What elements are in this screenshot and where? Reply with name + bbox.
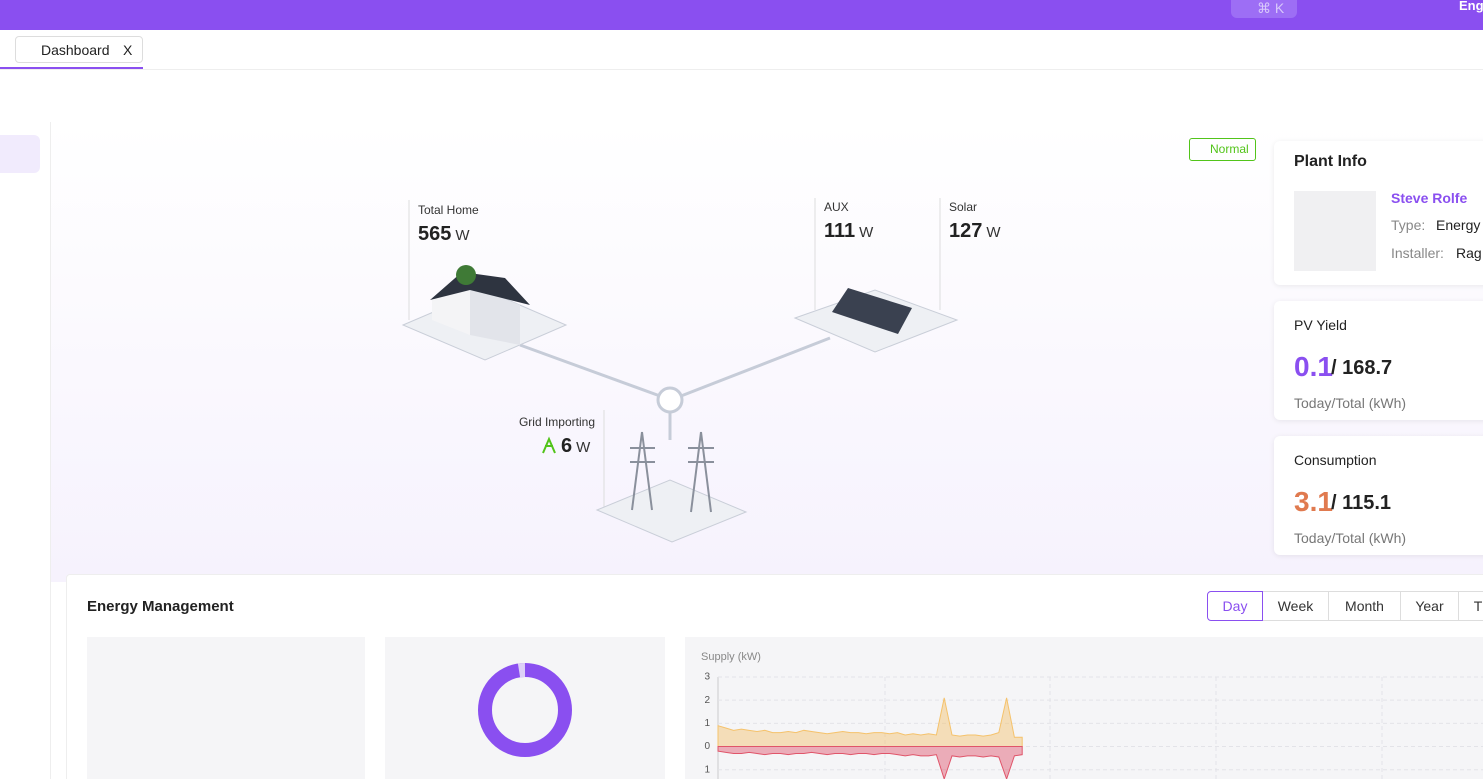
pv-yield-card: PV Yield 0.1 / 168.7 Today/Total (kWh) <box>1274 301 1483 420</box>
sub-panel <box>87 637 365 779</box>
period-tab[interactable]: Month <box>1328 591 1401 621</box>
grid-icon <box>542 436 556 454</box>
language[interactable]: Eng <box>1459 0 1483 13</box>
period-tab[interactable]: Week <box>1262 591 1329 621</box>
status-badge: Normal <box>1189 138 1256 161</box>
tab-close[interactable]: X <box>123 42 133 58</box>
area <box>717 697 1023 748</box>
tab-divider <box>0 69 1483 70</box>
card-title: Consumption <box>1294 452 1377 468</box>
image-placeholder <box>1294 191 1376 271</box>
unit: W <box>986 224 1001 241</box>
value: 127 <box>949 220 983 242</box>
donut-segment <box>517 663 526 678</box>
period-tab[interactable]: Year <box>1400 591 1459 621</box>
solar-panel <box>793 288 959 353</box>
plant-name[interactable]: Steve Rolfe <box>1391 190 1468 206</box>
sidebar <box>0 122 51 779</box>
type-value: Energy <box>1436 217 1481 233</box>
total: / 168.7 <box>1331 357 1393 379</box>
y-tick-label: 1 <box>704 764 710 775</box>
solar-label: Solar <box>949 200 978 214</box>
unit: W <box>455 227 470 244</box>
pylons <box>595 431 748 543</box>
today: 3.1 <box>1294 486 1333 517</box>
axis-label: Supply (kW) <box>701 651 761 663</box>
search-button[interactable]: ⌘ K <box>1231 0 1297 18</box>
installer-value: Rag <box>1456 245 1482 261</box>
type-label: Type: <box>1391 217 1426 233</box>
shortcut: ⌘ K <box>1257 0 1285 16</box>
aux-value: 111 W <box>824 220 873 243</box>
tab-underline <box>0 67 143 69</box>
flow-bg <box>51 122 1483 582</box>
y-tick-label: 2 <box>704 695 710 706</box>
tab-label: Dashboard <box>41 42 110 58</box>
unit: W <box>576 439 591 456</box>
aux-label: AUX <box>824 200 849 214</box>
consumption-card: Consumption 3.1 / 115.1 Today/Total (kWh… <box>1274 436 1483 555</box>
value: 565 <box>418 223 452 245</box>
value: 111 <box>824 220 856 242</box>
period-tab[interactable]: T <box>1458 591 1483 621</box>
solar-value: 127 W <box>949 220 1001 243</box>
sub-panel <box>685 637 1483 779</box>
total: / 115.1 <box>1331 492 1392 514</box>
value: 6 <box>561 435 573 457</box>
home-label: Total Home <box>418 203 479 217</box>
area <box>717 746 1023 779</box>
caption: Today/Total (kWh) <box>1294 530 1407 546</box>
house <box>401 265 568 361</box>
installer-label: Installer: <box>1391 245 1444 261</box>
today: 0.1 <box>1294 351 1333 382</box>
hub <box>656 386 684 414</box>
card-title: Plant Info <box>1294 153 1367 170</box>
y-tick-label: 0 <box>704 741 710 752</box>
y-tick-label: 3 <box>704 672 710 683</box>
home-value: 565 W <box>418 223 470 246</box>
connectors <box>519 336 831 440</box>
sidebar-item[interactable] <box>0 135 40 173</box>
period-tab[interactable]: Day <box>1207 591 1263 621</box>
leader-lines <box>408 198 941 510</box>
plant-info-card: Plant Info Steve Rolfe Type: Energy Inst… <box>1274 141 1483 285</box>
tab[interactable]: Dashboard X <box>15 36 143 63</box>
y-tick-label: 1 <box>704 718 710 729</box>
donut-decoration <box>478 663 572 757</box>
caption: Today/Total (kWh) <box>1294 395 1407 411</box>
card-title: PV Yield <box>1294 317 1347 333</box>
plot: 3 2 1 0 1 <box>704 672 1483 779</box>
panel-title: Energy Management <box>87 598 234 615</box>
grid-label: Grid Importing <box>518 415 595 429</box>
unit: W <box>859 224 874 241</box>
